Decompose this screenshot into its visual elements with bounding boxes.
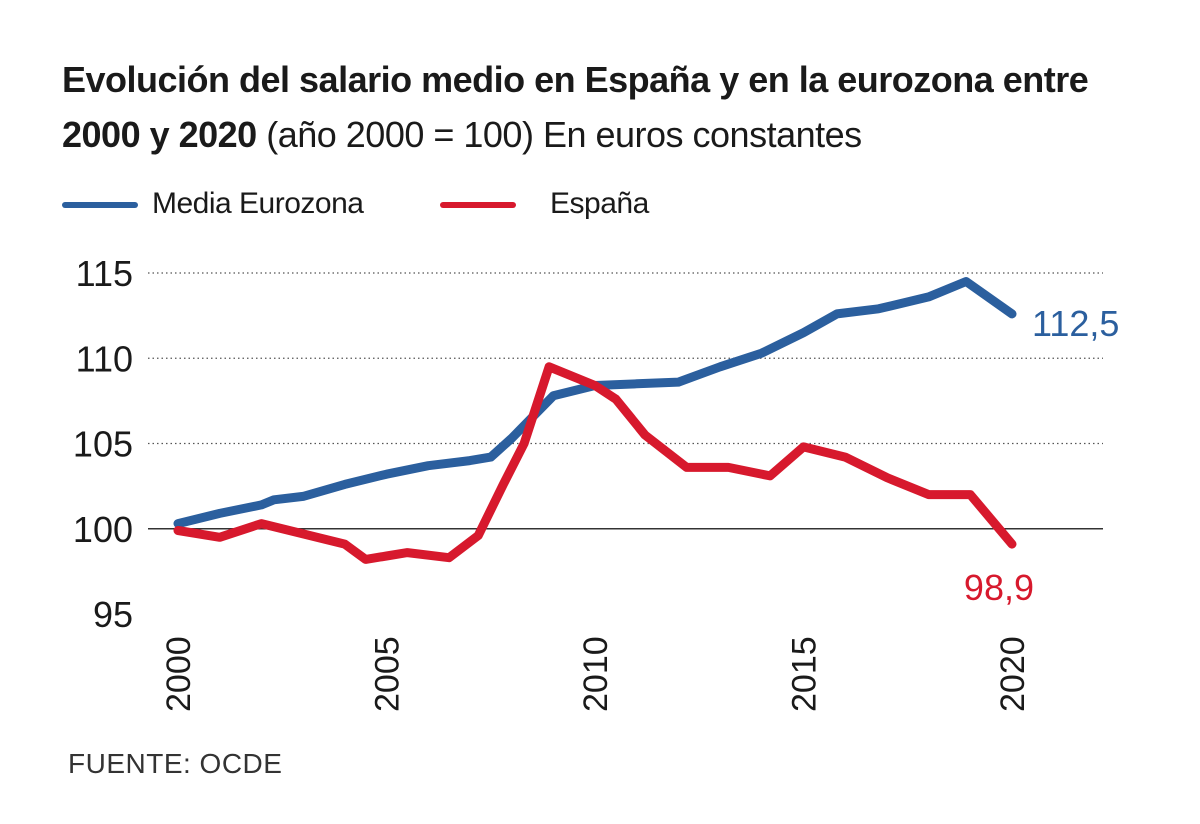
x-tick-label-2010: 2010 bbox=[577, 636, 615, 712]
end-label-eurozona: 112,5 bbox=[1032, 303, 1119, 344]
y-tick-label-105: 105 bbox=[73, 424, 133, 465]
legend-label-espana: España bbox=[550, 187, 649, 220]
legend-swatch-eurozona bbox=[62, 202, 138, 208]
legend-swatch-espana bbox=[440, 202, 516, 208]
chart-title: Evolución del salario medio en España y … bbox=[62, 52, 1172, 162]
y-tick-label-115: 115 bbox=[76, 253, 133, 294]
y-tick-label-110: 110 bbox=[76, 338, 133, 379]
legend: Media Eurozona España bbox=[62, 184, 762, 224]
x-tick-label-2015: 2015 bbox=[786, 636, 824, 712]
x-tick-label-2005: 2005 bbox=[369, 636, 407, 712]
x-tick-label-2000: 2000 bbox=[160, 636, 198, 712]
chart-title-bold: Evolución del salario medio en España y … bbox=[62, 59, 1089, 155]
y-tick-label-100: 100 bbox=[73, 509, 133, 550]
chart-subtitle: (año 2000 = 100) En euros constantes bbox=[266, 114, 862, 155]
series-line-espana bbox=[173, 362, 1017, 564]
x-tick-label-2020: 2020 bbox=[994, 636, 1032, 712]
end-label-espana: 98,9 bbox=[964, 567, 1034, 608]
source-note: FUENTE: OCDE bbox=[68, 748, 283, 779]
y-tick-label-95: 95 bbox=[93, 594, 133, 635]
legend-label-eurozona: Media Eurozona bbox=[152, 187, 364, 220]
series-line-eurozona bbox=[173, 277, 1017, 529]
